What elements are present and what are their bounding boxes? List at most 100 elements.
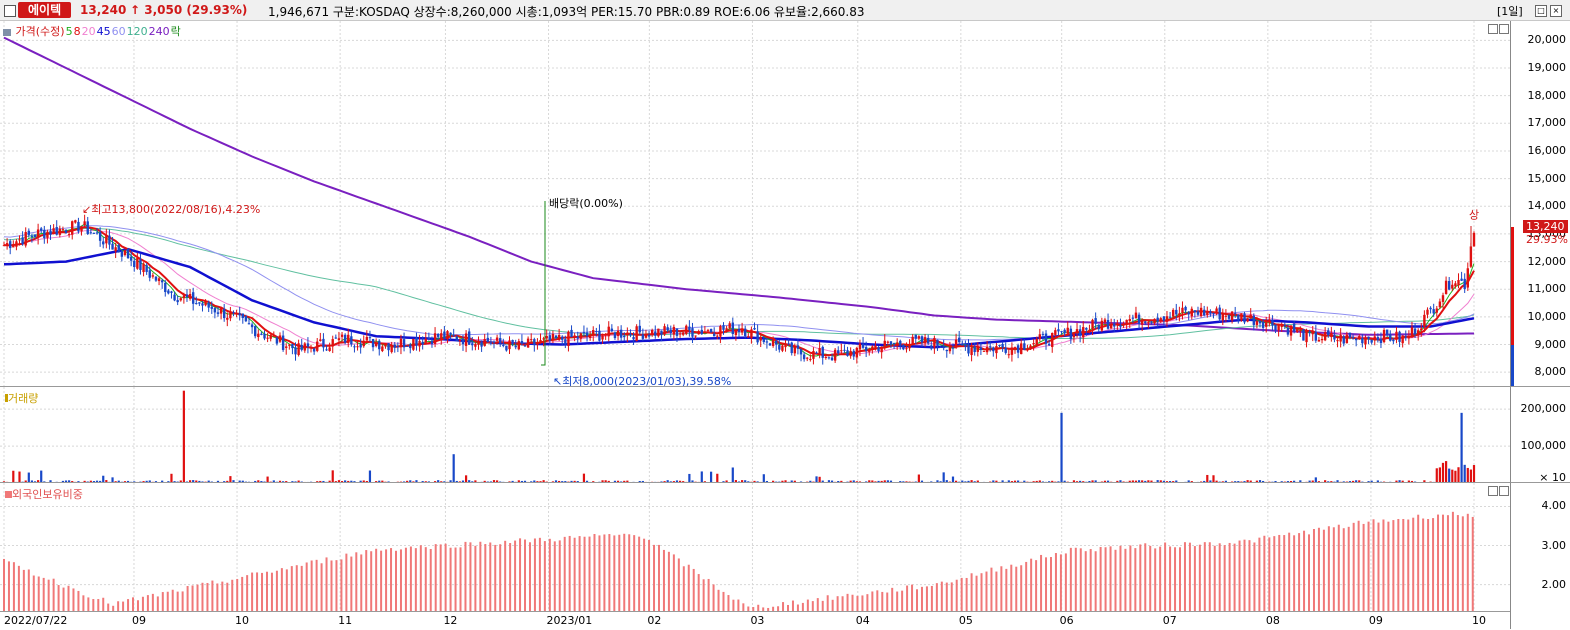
- candle: [545, 336, 548, 339]
- panel-minimize-button[interactable]: [1488, 486, 1498, 496]
- foreign-ownership-bar: [380, 550, 383, 612]
- legend-item[interactable]: 8: [73, 25, 81, 38]
- foreign-ownership-bar: [801, 602, 804, 612]
- candle: [1134, 312, 1138, 319]
- candle: [43, 229, 46, 239]
- price-tick-label: 12,000: [1527, 254, 1567, 268]
- volume-bar: [784, 480, 787, 483]
- candle: [133, 260, 136, 268]
- candle: [350, 336, 353, 345]
- legend-item[interactable]: 120: [126, 25, 148, 38]
- dividend-marker-line: [541, 201, 546, 366]
- panel-minimize-button[interactable]: [1488, 24, 1498, 34]
- legend-item[interactable]: 가격(수정): [15, 25, 65, 38]
- candle: [368, 337, 372, 339]
- candle: [964, 344, 967, 347]
- volume-bar: [1060, 412, 1063, 483]
- candle: [1317, 339, 1321, 342]
- volume-bar: [889, 480, 893, 483]
- foreign-ownership-chart[interactable]: [0, 483, 1510, 612]
- volume-bar: [1091, 480, 1094, 483]
- foreign-ownership-bar: [87, 597, 90, 612]
- candle: [771, 339, 775, 346]
- volume-bar: [359, 480, 362, 483]
- candle: [1013, 347, 1017, 349]
- volume-y-axis: 200,000 100,000 × 10: [1510, 386, 1570, 484]
- candle: [319, 339, 322, 341]
- candle: [1137, 314, 1141, 325]
- candle: [297, 343, 300, 355]
- foreign-ownership-bar: [747, 606, 750, 612]
- foreign-ownership-bar: [1288, 532, 1291, 612]
- volume-bar: [744, 480, 747, 483]
- foreign-ownership-bar: [1089, 549, 1092, 612]
- candle: [1370, 339, 1373, 343]
- foreign-ownership-bar: [196, 584, 199, 612]
- foreign-ownership-bar: [787, 604, 789, 612]
- candle: [1258, 320, 1262, 324]
- price-panel[interactable]: 가격(수정)58204560120240락 ↙최고13,800(2022/08/…: [0, 21, 1510, 388]
- stock-name-badge[interactable]: 에이텍: [18, 2, 72, 18]
- foreign-ownership-bar: [1049, 557, 1052, 612]
- candle: [716, 335, 719, 337]
- close-window-button[interactable]: ×: [1550, 5, 1562, 17]
- foreign-ownership-bar: [1069, 547, 1072, 612]
- volume-bar: [554, 480, 558, 483]
- candle: [703, 331, 707, 333]
- candle: [576, 336, 579, 339]
- foreign-ownership-bar: [315, 559, 318, 612]
- candle: [582, 332, 586, 334]
- candle: [300, 344, 303, 350]
- candle: [1227, 315, 1231, 319]
- foreign-ownership-bar: [499, 544, 502, 612]
- foreign-ownership-panel[interactable]: 외국인보유비중: [0, 482, 1510, 612]
- candle: [306, 343, 310, 347]
- foreign-ownership-bar: [484, 544, 487, 612]
- x-tick-label: 08: [1265, 614, 1280, 627]
- legend-item[interactable]: 락: [170, 25, 181, 38]
- volume-bar: [976, 480, 979, 483]
- volume-bar: [192, 480, 195, 483]
- candle: [129, 256, 133, 261]
- foreign-ownership-bar: [1233, 543, 1236, 612]
- foreign-ownership-bar: [861, 595, 864, 612]
- legend-item[interactable]: 20: [81, 25, 96, 38]
- restore-window-button[interactable]: □: [1535, 5, 1547, 17]
- volume-bar: [970, 480, 973, 483]
- panel-close-button[interactable]: [1499, 486, 1509, 496]
- foreign-ownership-bar: [866, 594, 869, 612]
- price-tick-label: 8,000: [1534, 365, 1567, 379]
- volume-bar: [1395, 480, 1398, 483]
- candle: [843, 349, 846, 351]
- price-chart[interactable]: [0, 21, 1510, 386]
- foreign-ownership-bar: [831, 599, 834, 612]
- volume-bar: [37, 480, 40, 483]
- foreign-ownership-bar: [1397, 518, 1400, 612]
- foreign-ownership-bar: [132, 597, 135, 612]
- volume-bar: [688, 473, 691, 483]
- candle: [883, 340, 886, 347]
- foreign-ownership-bar: [1218, 543, 1221, 612]
- volume-panel[interactable]: 거래량: [0, 386, 1510, 483]
- foreign-ownership-bar: [1000, 566, 1003, 612]
- period-selector[interactable]: [1일]: [1497, 5, 1523, 18]
- legend-item[interactable]: 45: [96, 25, 111, 38]
- foreign-ownership-bar: [62, 587, 65, 612]
- volume-bar: [195, 480, 198, 483]
- legend-item[interactable]: 5: [65, 25, 73, 38]
- candle: [837, 350, 840, 354]
- foreign-ownership-bar: [350, 556, 353, 612]
- volume-bar: [68, 480, 71, 483]
- volume-bar: [585, 480, 589, 483]
- volume-bar: [1141, 480, 1144, 483]
- select-checkbox[interactable]: [4, 5, 16, 17]
- candle: [1277, 324, 1280, 331]
- volume-bar: [1203, 480, 1206, 483]
- panel-close-button[interactable]: [1499, 24, 1509, 34]
- candle: [595, 331, 598, 333]
- legend-item[interactable]: 60: [111, 25, 126, 38]
- volume-bar: [1308, 480, 1311, 483]
- volume-chart[interactable]: [0, 387, 1510, 483]
- volume-bar: [1144, 480, 1147, 483]
- legend-item[interactable]: 240: [148, 25, 170, 38]
